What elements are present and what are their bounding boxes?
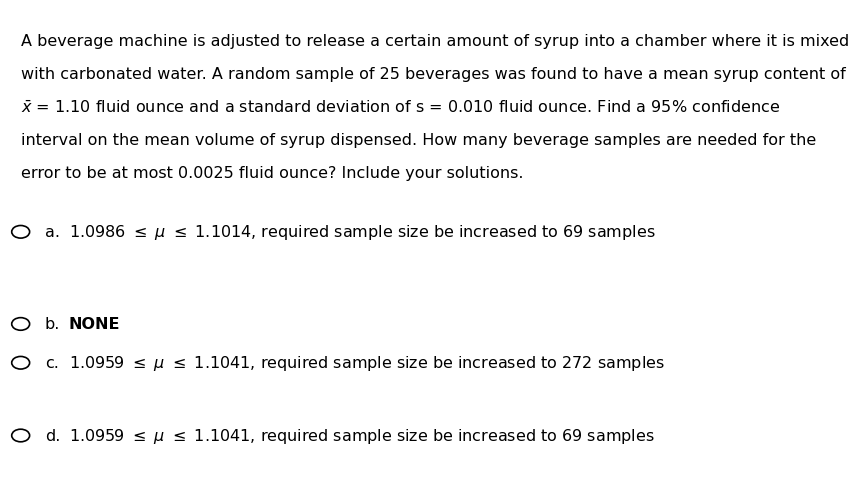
Text: b.: b. [45,317,60,332]
Text: interval on the mean volume of syrup dispensed. How many beverage samples are ne: interval on the mean volume of syrup dis… [21,133,816,148]
Text: 1.0986 $\leq$ $\mu$ $\leq$ 1.1014, required sample size be increased to 69 sampl: 1.0986 $\leq$ $\mu$ $\leq$ 1.1014, requi… [69,223,656,242]
Text: 1.0959 $\leq$ $\mu$ $\leq$ 1.1041, required sample size be increased to 69 sampl: 1.0959 $\leq$ $\mu$ $\leq$ 1.1041, requi… [69,426,655,445]
Text: a.: a. [45,225,60,240]
Text: with carbonated water. A random sample of 25 beverages was found to have a mean : with carbonated water. A random sample o… [21,67,845,82]
Text: NONE: NONE [69,317,120,332]
Text: $\bar{x}$ = 1.10 fluid ounce and a standard deviation of s = 0.010 fluid ounce. : $\bar{x}$ = 1.10 fluid ounce and a stand… [21,100,780,116]
Text: d.: d. [45,428,60,443]
Text: A beverage machine is adjusted to release a certain amount of syrup into a chamb: A beverage machine is adjusted to releas… [21,34,849,49]
Text: 1.0959 $\leq$ $\mu$ $\leq$ 1.1041, required sample size be increased to 272 samp: 1.0959 $\leq$ $\mu$ $\leq$ 1.1041, requi… [69,353,665,373]
Text: c.: c. [45,356,59,370]
Text: error to be at most 0.0025 fluid ounce? Include your solutions.: error to be at most 0.0025 fluid ounce? … [21,166,523,181]
